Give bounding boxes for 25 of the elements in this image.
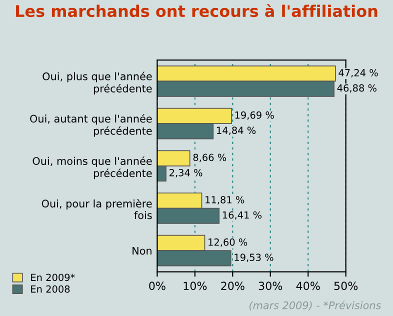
y-tick-label: Oui, pour la première fois	[42, 199, 152, 220]
x-tick-label: 20%	[221, 282, 244, 290]
x-tick-label: 0%	[149, 282, 166, 290]
x-tick-label: 40%	[296, 282, 320, 290]
data-label: 16,41 %	[222, 211, 262, 220]
data-label: 2,34 %	[170, 168, 202, 178]
legend-label: En 2009*	[31, 274, 75, 282]
y-tick-label: Non	[132, 246, 152, 255]
y-tick-label: Oui, plus que l'année précédente	[42, 72, 152, 94]
data-label: 19,69 %	[235, 111, 274, 120]
x-tick-label: 10%	[184, 282, 207, 290]
data-label: 12,60 %	[208, 238, 248, 247]
data-label: 14,84 %	[217, 126, 256, 135]
legend-label: En 2008	[31, 285, 70, 293]
x-tick-label: 50%	[334, 282, 358, 290]
data-label: 11,81 %	[206, 196, 244, 204]
chart-title: Les marchands ont recours à l'affiliation	[16, 4, 378, 18]
text: (mars 2009) - *Prévisions	[249, 300, 381, 310]
y-tick-label: Oui, moins que l'année précédente	[32, 156, 152, 180]
data-label: 8,66 %	[193, 154, 226, 162]
data-label: 46,88 %	[337, 84, 376, 93]
x-tick-label: 30%	[258, 282, 282, 290]
y-tick-label: Oui, autant que l'année précédente	[30, 114, 152, 137]
data-label: 19,53 %	[234, 254, 274, 262]
data-label: 47,24 %	[338, 69, 378, 78]
